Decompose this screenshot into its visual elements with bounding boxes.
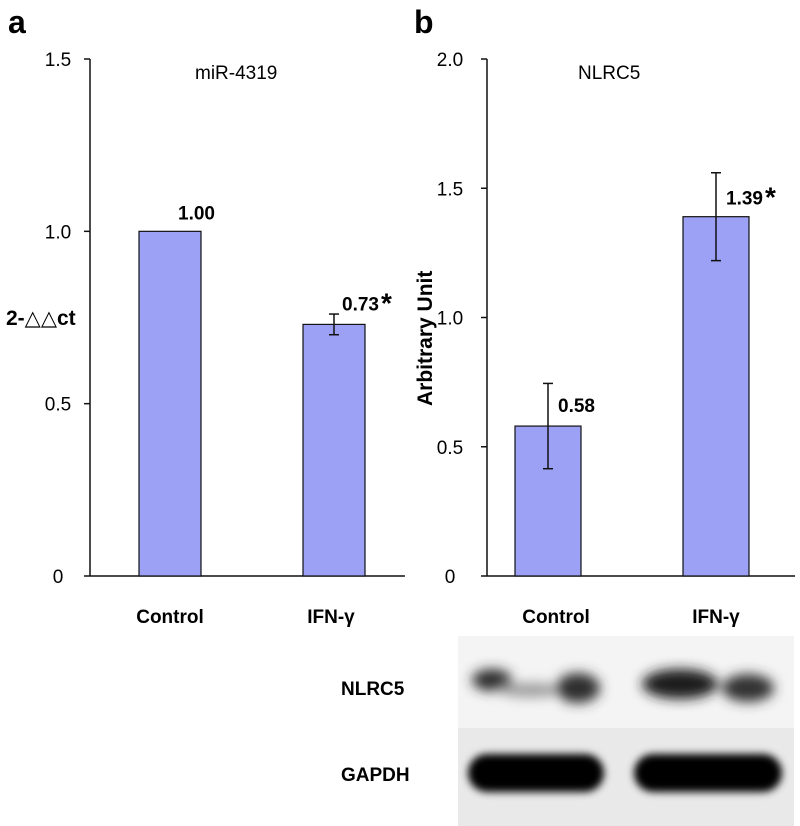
chart-a-bar — [302, 323, 366, 577]
chart-a-category-label: Control — [136, 607, 204, 628]
chart-a-value-label: 1.00 — [178, 203, 215, 224]
chart-b-ytick-label: 2.0 — [437, 50, 463, 71]
chart-a: miR-4319 2-△△ct 0 0.5 1.0 1.5 1.00 Control 0.… — [6, 50, 405, 628]
western-blot: NLRC5 GAPDH — [341, 636, 794, 826]
chart-a-ytick-label: 0.5 — [45, 395, 71, 416]
chart-a-ytick-label: 1.0 — [45, 222, 71, 243]
nlrc5-band-ifn — [642, 669, 774, 702]
panel-a-letter: a — [8, 4, 26, 40]
chart-b-bar — [682, 216, 750, 577]
chart-b-category-label: IFN-γ — [692, 607, 740, 628]
chart-a-ytick-label: 1.5 — [45, 50, 71, 71]
panel-b-letter: b — [414, 4, 434, 40]
chart-b: NLRC5 Arbitrary Unit 0 0.5 1.0 1.5 2.0 0.58 C… — [414, 50, 795, 628]
chart-a-value-label: 0.73 — [342, 294, 379, 315]
chart-b-ytick-label: 0 — [445, 567, 456, 588]
nlrc5-band-control — [472, 669, 600, 703]
chart-a-category-label: IFN-γ — [307, 607, 355, 628]
chart-b-value-label: 1.39 — [726, 189, 763, 210]
chart-a-title: miR-4319 — [195, 63, 277, 84]
gapdh-band-control — [468, 754, 604, 792]
blot-label-nlrc5: NLRC5 — [341, 679, 405, 700]
gapdh-band-ifn — [634, 754, 782, 792]
chart-b-value-label: 0.58 — [558, 396, 595, 417]
chart-b-ytick-label: 1.5 — [437, 179, 463, 200]
chart-b-bar — [514, 425, 582, 577]
chart-b-ytick-label: 1.0 — [437, 309, 463, 330]
chart-a-bar — [138, 230, 202, 577]
chart-b-ylabel: Arbitrary Unit — [414, 271, 437, 406]
blot-label-gapdh: GAPDH — [341, 765, 410, 786]
chart-b-category-label: Control — [522, 607, 590, 628]
chart-a-significance-marker: * — [381, 287, 392, 318]
chart-b-ytick-label: 0.5 — [437, 438, 463, 459]
chart-a-ylabel: 2-△△ct — [6, 307, 76, 330]
chart-b-title: NLRC5 — [578, 63, 640, 84]
chart-b-significance-marker: * — [765, 182, 776, 213]
chart-a-ytick-label: 0 — [53, 567, 64, 588]
